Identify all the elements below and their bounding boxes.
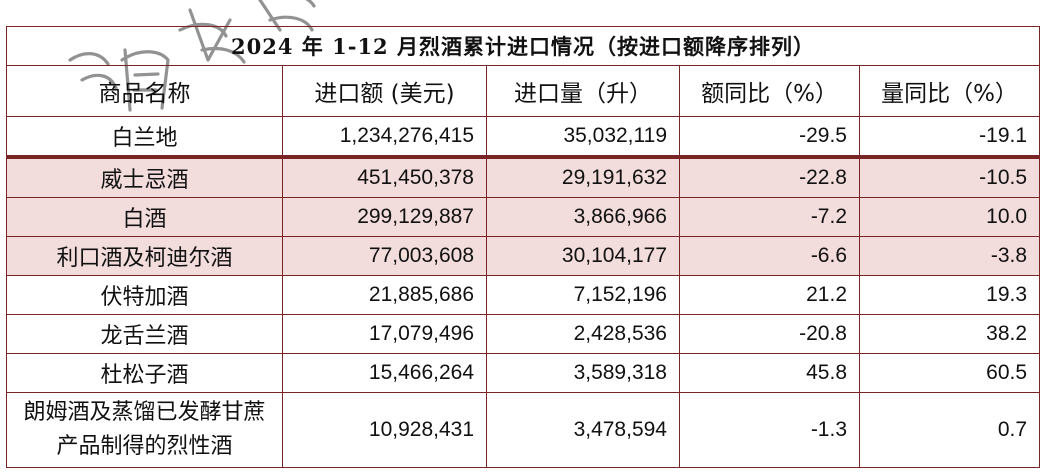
cell-import-amount: 77,003,608 [282,236,487,276]
cell-amount-yoy: -29.5 [679,116,860,158]
cell-amount-yoy: -1.3 [679,392,860,468]
cell-import-amount: 17,079,496 [282,314,487,354]
cell-product-name: 龙舌兰酒 [6,314,283,354]
table-row: 朗姆酒及蒸馏已发酵甘蔗产品制得的烈性酒 10,928,431 3,478,594… [6,392,1041,468]
cell-volume-yoy: 60.5 [858,353,1041,393]
cell-import-amount: 15,466,264 [282,353,487,393]
cell-product-name: 朗姆酒及蒸馏已发酵甘蔗产品制得的烈性酒 [6,392,283,468]
cell-amount-yoy: -6.6 [679,236,860,276]
cell-amount-yoy: -20.8 [679,314,860,354]
cell-import-volume: 3,866,966 [486,197,680,237]
cell-import-amount: 1,234,276,415 [282,116,487,158]
table-header-row: 商品名称 进口额 (美元) 进口量（升） 额同比（%） 量同比（%） [6,65,1041,117]
cell-import-volume: 3,478,594 [486,392,680,468]
table-row: 威士忌酒 451,450,378 29,191,632 -22.8 -10.5 [6,155,1041,198]
cell-import-volume: 2,428,536 [486,314,680,354]
cell-product-name: 白酒 [6,197,283,237]
cell-volume-yoy: -10.5 [858,155,1041,198]
header-volume-yoy: 量同比（%） [858,65,1041,117]
table-row: 伏特加酒 21,885,686 7,152,196 21.2 19.3 [6,275,1041,315]
header-amount-yoy: 额同比（%） [679,65,860,117]
cell-import-volume: 3,589,318 [486,353,680,393]
cell-import-volume: 7,152,196 [486,275,680,315]
cell-volume-yoy: -19.1 [858,116,1041,158]
header-product-name: 商品名称 [6,65,283,117]
table-row: 利口酒及柯迪尔酒 77,003,608 30,104,177 -6.6 -3.8 [6,236,1041,276]
table-row: 白酒 299,129,887 3,866,966 -7.2 10.0 [6,197,1041,237]
table-row: 杜松子酒 15,466,264 3,589,318 45.8 60.5 [6,353,1041,393]
cell-product-name: 杜松子酒 [6,353,283,393]
cell-volume-yoy: 0.7 [858,392,1041,468]
cell-product-name: 利口酒及柯迪尔酒 [6,236,283,276]
header-import-amount: 进口额 (美元) [282,65,487,117]
cell-import-volume: 35,032,119 [486,116,680,158]
cell-amount-yoy: -7.2 [679,197,860,237]
cell-product-name: 伏特加酒 [6,275,283,315]
table-row: 白兰地 1,234,276,415 35,032,119 -29.5 -19.1 [6,116,1041,158]
cell-amount-yoy: 45.8 [679,353,860,393]
cell-volume-yoy: 38.2 [858,314,1041,354]
cell-import-volume: 29,191,632 [486,155,680,198]
cell-amount-yoy: -22.8 [679,155,860,198]
cell-import-amount: 451,450,378 [282,155,487,198]
cell-volume-yoy: 19.3 [858,275,1041,315]
cell-import-amount: 21,885,686 [282,275,487,315]
cell-volume-yoy: 10.0 [858,197,1041,237]
spirits-import-table: 2024 年 1-12 月烈酒累计进口情况（按进口额降序排列） 商品名称 进口额… [5,26,1041,468]
cell-product-name: 白兰地 [6,116,283,158]
cell-volume-yoy: -3.8 [858,236,1041,276]
cell-import-amount: 10,928,431 [282,392,487,468]
table-title-row: 2024 年 1-12 月烈酒累计进口情况（按进口额降序排列） [5,26,1041,66]
cell-import-amount: 299,129,887 [282,197,487,237]
cell-product-name: 威士忌酒 [6,155,283,198]
table-title: 2024 年 1-12 月烈酒累计进口情况（按进口额降序排列） [5,26,1041,66]
cell-import-volume: 30,104,177 [486,236,680,276]
header-import-volume: 进口量（升） [486,65,680,117]
cell-amount-yoy: 21.2 [679,275,860,315]
table-row: 龙舌兰酒 17,079,496 2,428,536 -20.8 38.2 [6,314,1041,354]
